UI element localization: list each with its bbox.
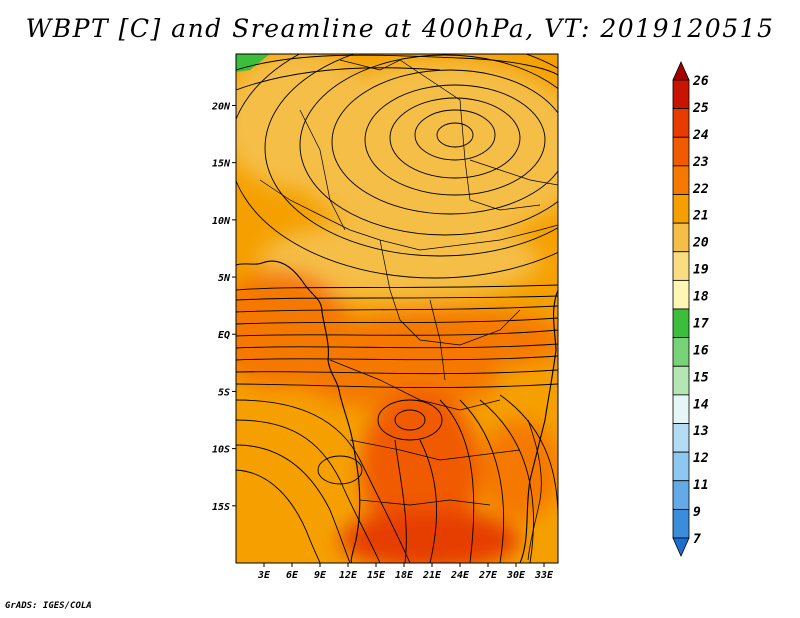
colorbar-label: 22: [692, 182, 709, 197]
colorbar-label: 19: [693, 263, 709, 278]
colorbar-label: 13: [693, 424, 709, 439]
colorbar-segment: [672, 279, 690, 310]
colorbar-segment: [672, 423, 690, 453]
lat-label: 15S: [212, 502, 230, 513]
colorbar-label: 16: [693, 343, 709, 358]
colorbar-segment: [672, 394, 690, 424]
colorbar-label: 15: [693, 370, 709, 385]
lon-label: 21E: [422, 570, 442, 581]
lat-label: 10N: [212, 216, 231, 227]
colorbar-label: 23: [692, 155, 709, 170]
colorbar-segment: [672, 136, 690, 167]
lon-label: 12E: [339, 570, 358, 581]
wbpt-shading: [236, 54, 558, 563]
coastline: [236, 260, 558, 563]
colorbar-label: 14: [693, 397, 709, 412]
colorbar-segment: [672, 365, 690, 396]
lon-label: 24E: [450, 570, 470, 581]
lat-label: 20N: [211, 101, 231, 112]
colorbar-segment: [672, 251, 690, 281]
lat-label: 15N: [212, 159, 231, 170]
colorbar-segment: [672, 165, 690, 195]
lat-label: 10S: [212, 445, 230, 456]
longitude-axis: 3E 6E 9E 12E 15E 18E 21E 24E 27E 30E 33E: [257, 563, 554, 581]
colorbar-label: 25: [692, 101, 709, 116]
colorbar: 26 25 24 23 22 21 20 19 18 17 16 15 14 13 12 11 9 7: [672, 61, 709, 557]
colorbar-label: 11: [693, 478, 709, 493]
country-borders: [259, 59, 558, 506]
colorbar-label: 26: [692, 74, 709, 89]
lon-label: 33E: [534, 570, 554, 581]
colorbar-label: 9: [693, 505, 701, 520]
lon-label: 3E: [257, 570, 271, 581]
colorbar-segment: [672, 108, 690, 138]
colorbar-segment: [672, 222, 690, 253]
colorbar-segment: [672, 508, 690, 539]
colorbar-segment: [672, 451, 690, 482]
latitude-axis: 20N 15N 10N 5N EQ 5S 10S 15S: [211, 101, 236, 513]
colorbar-label: 7: [693, 532, 701, 547]
colorbar-segment: [672, 337, 690, 367]
lon-label: 30E: [506, 570, 526, 581]
lat-label: 5N: [218, 273, 231, 284]
lat-label: 5S: [218, 387, 230, 398]
colorbar-label: 21: [692, 209, 709, 224]
grads-credit: GrADS: IGES/COLA: [5, 601, 92, 611]
lon-label: 6E: [286, 570, 299, 581]
map-title: WBPT [C] and Sreamline at 400hPa, VT: 20…: [25, 14, 775, 43]
colorbar-label: 20: [692, 236, 709, 251]
colorbar-segment: [672, 480, 690, 510]
colorbar-label: 12: [693, 451, 709, 466]
lat-label: EQ: [218, 330, 230, 341]
colorbar-segment: [672, 308, 690, 339]
map-frame: [235, 53, 559, 564]
colorbar-segment: [672, 194, 690, 224]
lon-label: 9E: [314, 570, 327, 581]
lon-label: 15E: [367, 570, 386, 581]
colorbar-label: 18: [693, 290, 709, 305]
lon-label: 18E: [395, 570, 414, 581]
colorbar-segment: [672, 537, 690, 557]
colorbar-label: 17: [693, 316, 709, 331]
lon-label: 27E: [478, 570, 498, 581]
colorbar-segment: [672, 61, 690, 81]
colorbar-segment: [672, 79, 690, 110]
streamlines: [236, 54, 558, 563]
colorbar-label: 24: [692, 128, 709, 143]
